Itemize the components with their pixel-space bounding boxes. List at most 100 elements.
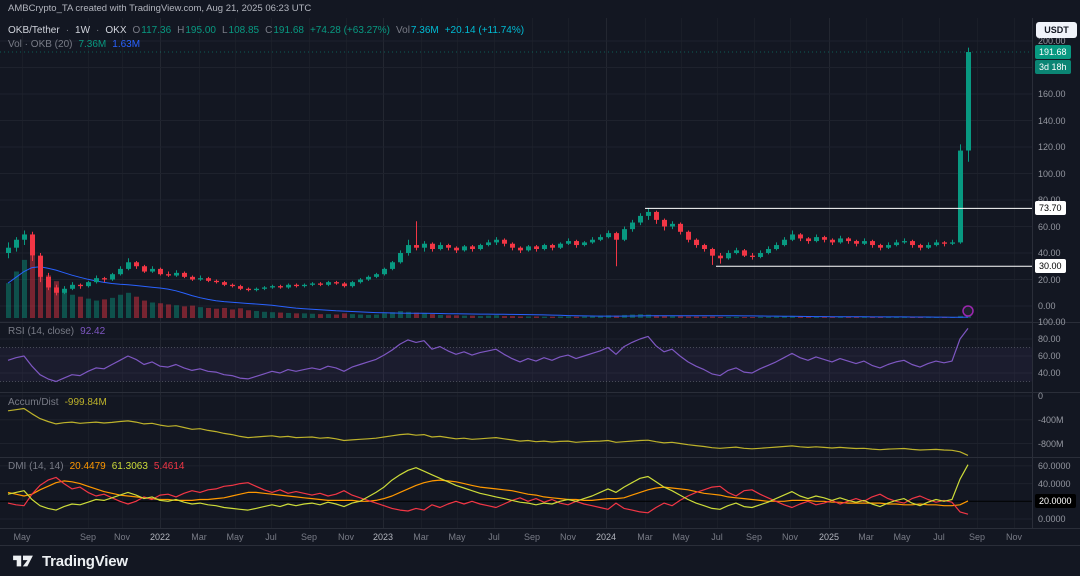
axis-tick-label: 120.00 xyxy=(1038,142,1066,152)
volume-change: +20.14 (+11.74%) xyxy=(444,25,525,36)
event-marker-icon[interactable] xyxy=(962,305,974,317)
accumdist-line xyxy=(7,407,969,456)
volume-ma-line xyxy=(7,266,969,318)
price-axis[interactable]: USDT 191.68 3d 18h 73.70 30.00 20.0000 2… xyxy=(1032,18,1080,528)
time-tick-label: May xyxy=(448,532,466,542)
panel-separator[interactable] xyxy=(0,457,1080,458)
time-tick-label: Mar xyxy=(191,532,207,542)
attribution-bar: AMBCrypto_TA created with TradingView.co… xyxy=(0,0,1080,18)
symbol-name: OKB/Tether xyxy=(8,25,60,36)
axis-tick-label: -400M xyxy=(1038,414,1064,425)
time-tick-label: Sep xyxy=(79,532,97,542)
separator: · xyxy=(65,25,70,36)
time-tick-label: Nov xyxy=(559,532,577,542)
axis-tick-label: 40.00 xyxy=(1038,248,1061,258)
axis-tick-label: 140.00 xyxy=(1038,115,1066,126)
dmi-minusdi-value: 5.4614 xyxy=(153,461,185,472)
axis-tick-label: 20.00 xyxy=(1038,274,1061,285)
time-tick-label: Nov xyxy=(113,532,131,542)
axis-tick-label: 80.00 xyxy=(1038,334,1061,344)
exchange-label: OKX xyxy=(105,25,127,36)
axis-tick-label: 200.00 xyxy=(1038,36,1066,46)
time-tick-label: 2024 xyxy=(595,532,617,542)
open-readout: O 117.36 xyxy=(132,25,172,36)
time-tick-label: Nov xyxy=(781,532,799,542)
time-tick-label: Nov xyxy=(337,532,355,542)
footer-bar: TradingView xyxy=(0,545,1080,576)
accumdist-value: -999.84M xyxy=(64,397,107,408)
time-tick-label: Nov xyxy=(1005,532,1023,542)
separator: · xyxy=(96,25,100,36)
axis-tick-label: 60.00 xyxy=(1038,351,1061,361)
panel-separator[interactable] xyxy=(0,322,1080,323)
axis-tick-label: 60.0000 xyxy=(1038,460,1071,471)
dmi-legend[interactable]: DMI (14, 14) 20.4479 61.3063 5.4614 xyxy=(8,461,184,473)
rsi-line xyxy=(7,328,969,383)
axis-tick-label: 40.00 xyxy=(1038,368,1061,378)
axis-tick-label: 0 xyxy=(1038,391,1044,401)
volume-indicator-title: Vol · OKB (20) xyxy=(8,39,73,50)
time-tick-label: Mar xyxy=(413,532,429,542)
dmi-title: DMI (14, 14) xyxy=(8,461,64,472)
time-tick-label: Jul xyxy=(488,532,500,542)
time-tick-label: May xyxy=(226,532,244,542)
time-tick-label: 2025 xyxy=(818,532,840,542)
last-price-label: 191.68 xyxy=(1035,45,1071,60)
volume-legend[interactable]: Vol · OKB (20) 7.36M 1.63M xyxy=(8,39,140,51)
time-tick-label: Jul xyxy=(933,532,945,542)
dmi-adx-value: 20.4479 xyxy=(69,461,106,472)
axis-tick-label: 0.00 xyxy=(1038,301,1056,311)
chart-plot[interactable] xyxy=(0,18,1032,528)
rsi-legend[interactable]: RSI (14, close) 92.42 xyxy=(8,326,105,338)
level-price-label: 73.70 xyxy=(1035,201,1066,216)
axis-tick-label: 160.00 xyxy=(1038,89,1066,99)
accumdist-legend[interactable]: Accum/Dist -999.84M xyxy=(8,397,107,409)
tradingview-logo-icon[interactable] xyxy=(12,552,34,570)
price-change: +74.28 (+63.27%) xyxy=(309,25,391,36)
low-readout: L 108.85 xyxy=(221,25,260,36)
rsi-band xyxy=(0,347,1032,382)
time-tick-label: 2022 xyxy=(149,532,171,542)
high-readout: H 195.00 xyxy=(177,25,216,36)
close-readout: C 191.68 xyxy=(265,25,304,36)
currency-button[interactable]: USDT xyxy=(1036,22,1077,38)
time-tick-label: May xyxy=(13,532,31,542)
time-tick-label: Mar xyxy=(858,532,874,542)
bar-countdown-label: 3d 18h xyxy=(1035,60,1071,75)
time-tick-label: 2023 xyxy=(372,532,394,542)
dmi-plusdi-value: 61.3063 xyxy=(111,461,148,472)
volume-readout: Vol 7.36M xyxy=(396,25,439,36)
volume-layer xyxy=(6,256,971,318)
time-tick-label: May xyxy=(893,532,911,542)
minusdi-line xyxy=(7,476,969,515)
time-tick-label: Jul xyxy=(265,532,277,542)
time-tick-label: Mar xyxy=(637,532,653,542)
time-tick-label: Sep xyxy=(523,532,541,542)
time-axis[interactable]: May Sep Nov 2022 Mar May Jul Sep Nov 2023 Mar May Ju… xyxy=(0,528,1080,545)
interval-label: 1W xyxy=(75,25,91,36)
axis-tick-label: 100.00 xyxy=(1038,168,1066,179)
time-tick-label: Sep xyxy=(300,532,318,542)
adx-line xyxy=(7,479,969,507)
plusdi-line xyxy=(7,464,969,511)
rsi-title: RSI (14, close) xyxy=(8,326,75,337)
accumdist-title: Accum/Dist xyxy=(8,397,59,408)
axis-tick-label: 40.0000 xyxy=(1038,478,1071,489)
time-tick-label: May xyxy=(672,532,690,542)
time-tick-label: Sep xyxy=(968,532,986,542)
grid-layer xyxy=(0,18,1032,528)
axis-tick-label: 60.00 xyxy=(1038,221,1061,232)
volume-ma-value: 1.63M xyxy=(112,39,141,50)
axis-tick-label: 0.0000 xyxy=(1038,514,1066,524)
attribution-text: AMBCrypto_TA created with TradingView.co… xyxy=(8,3,312,14)
axis-tick-label: 100.00 xyxy=(1038,317,1066,327)
level-price-label: 30.00 xyxy=(1035,259,1066,274)
rsi-value: 92.42 xyxy=(80,326,106,337)
brand-name[interactable]: TradingView xyxy=(42,552,128,570)
time-tick-label: Jul xyxy=(711,532,723,542)
time-tick-label: Sep xyxy=(745,532,763,542)
volume-value: 7.36M xyxy=(78,39,107,50)
panel-separator[interactable] xyxy=(0,392,1080,393)
